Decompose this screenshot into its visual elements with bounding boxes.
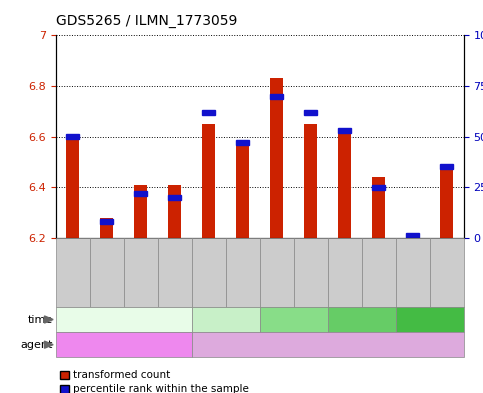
- Text: mycophenolic acid: mycophenolic acid: [279, 340, 377, 350]
- Bar: [270, 94, 284, 99]
- Polygon shape: [44, 341, 53, 348]
- Text: transformed count: transformed count: [73, 370, 170, 380]
- Bar: [440, 164, 454, 169]
- Bar: [338, 132, 352, 238]
- Bar: [440, 169, 454, 238]
- Bar: [168, 195, 182, 200]
- Bar: [236, 144, 249, 238]
- Text: hour 0: hour 0: [107, 314, 141, 325]
- Bar: [202, 124, 215, 238]
- Text: GSM1133733: GSM1133733: [447, 244, 455, 300]
- Text: GSM1133727: GSM1133727: [242, 244, 252, 300]
- Polygon shape: [44, 316, 53, 323]
- Text: percentile rank within the sample: percentile rank within the sample: [73, 384, 249, 393]
- Text: GSM1133722: GSM1133722: [72, 244, 82, 300]
- Bar: [66, 139, 79, 238]
- Bar: [338, 128, 352, 133]
- Bar: [406, 233, 419, 238]
- Text: GSM1133729: GSM1133729: [311, 244, 320, 300]
- Text: GSM1133725: GSM1133725: [174, 244, 184, 300]
- Bar: [202, 110, 215, 115]
- Bar: [372, 185, 385, 190]
- Text: GDS5265 / ILMN_1773059: GDS5265 / ILMN_1773059: [56, 14, 237, 28]
- Bar: [236, 140, 249, 145]
- Text: GSM1133732: GSM1133732: [412, 244, 422, 300]
- Bar: [168, 185, 182, 238]
- Text: agent: agent: [21, 340, 53, 350]
- Text: hour 12: hour 12: [205, 314, 246, 325]
- Bar: [270, 78, 284, 238]
- Text: GSM1133723: GSM1133723: [107, 244, 115, 300]
- Bar: [304, 110, 317, 115]
- Bar: [304, 124, 317, 238]
- Text: hour 48: hour 48: [341, 314, 382, 325]
- Bar: [66, 134, 79, 139]
- Bar: [100, 217, 114, 238]
- Bar: [372, 177, 385, 238]
- Bar: [134, 191, 147, 196]
- Text: untreated control: untreated control: [78, 340, 169, 350]
- Text: time: time: [28, 314, 53, 325]
- Text: GSM1133724: GSM1133724: [141, 244, 150, 300]
- Text: hour 24: hour 24: [273, 314, 314, 325]
- Bar: [100, 219, 114, 224]
- Text: GSM1133730: GSM1133730: [345, 244, 354, 300]
- Bar: [134, 185, 147, 238]
- Text: GSM1133731: GSM1133731: [379, 244, 388, 300]
- Text: hour 72: hour 72: [410, 314, 450, 325]
- Text: GSM1133728: GSM1133728: [277, 244, 285, 300]
- Text: GSM1133726: GSM1133726: [209, 244, 218, 300]
